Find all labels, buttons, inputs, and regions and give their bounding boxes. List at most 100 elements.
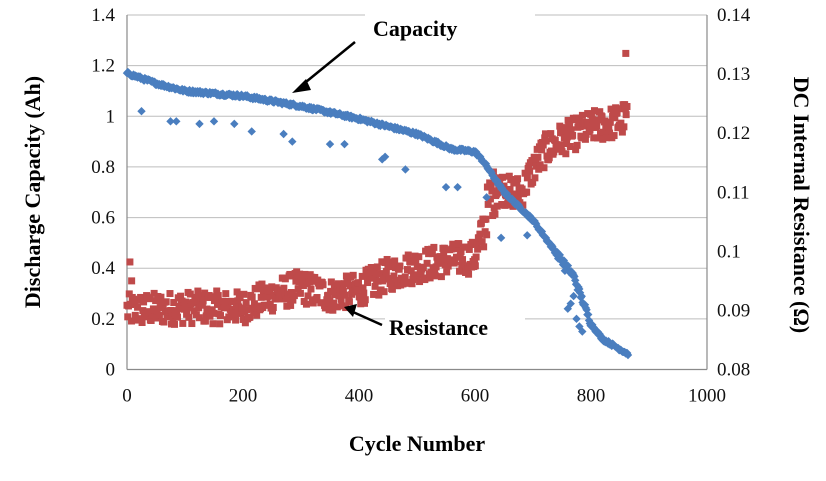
resistance-point bbox=[194, 287, 202, 295]
resistance-point bbox=[327, 287, 335, 295]
resistance-point bbox=[590, 134, 598, 142]
resistance-point bbox=[346, 282, 354, 290]
resistance-point bbox=[491, 210, 499, 218]
resistance-point bbox=[188, 320, 196, 328]
capacity-series bbox=[122, 67, 633, 360]
resistance-point bbox=[534, 153, 542, 161]
resistance-point bbox=[618, 105, 626, 113]
resistance-annotation: Resistance bbox=[344, 304, 525, 341]
resistance-point bbox=[307, 285, 315, 293]
y-left-tick-label: 0.2 bbox=[91, 309, 115, 330]
resistance-point bbox=[324, 291, 332, 299]
capacity-point bbox=[575, 284, 584, 294]
capacity-point bbox=[166, 117, 175, 126]
resistance-point bbox=[606, 129, 614, 137]
resistance-point bbox=[468, 238, 476, 246]
resistance-point bbox=[192, 297, 200, 305]
resistance-point bbox=[484, 200, 492, 208]
resistance-point bbox=[344, 278, 352, 286]
resistance-point bbox=[286, 270, 294, 278]
capacity-arrow-shaft bbox=[300, 41, 356, 87]
resistance-point bbox=[573, 141, 581, 149]
resistance-point bbox=[162, 298, 170, 306]
resistance-point bbox=[542, 137, 550, 145]
resistance-point bbox=[449, 240, 457, 248]
resistance-point bbox=[477, 219, 485, 227]
resistance-point bbox=[147, 316, 155, 324]
resistance-point bbox=[401, 273, 409, 281]
resistance-point bbox=[283, 302, 291, 310]
resistance-point bbox=[157, 293, 165, 301]
resistance-point bbox=[504, 199, 512, 207]
resistance-point bbox=[301, 270, 309, 278]
resistance-point bbox=[598, 113, 606, 121]
resistance-point bbox=[620, 123, 628, 131]
resistance-point bbox=[482, 215, 490, 223]
resistance-point bbox=[538, 146, 546, 154]
capacity-label: Capacity bbox=[373, 16, 457, 41]
resistance-point bbox=[208, 306, 216, 314]
x-axis-title: Cycle Number bbox=[349, 431, 485, 456]
resistance-point bbox=[193, 294, 201, 302]
resistance-point bbox=[396, 262, 404, 270]
y-right-tick-label: 0.09 bbox=[717, 300, 750, 321]
resistance-point bbox=[297, 273, 305, 281]
resistance-point bbox=[519, 201, 527, 209]
capacity-point bbox=[453, 182, 462, 192]
resistance-point bbox=[448, 245, 456, 253]
resistance-point bbox=[600, 128, 608, 136]
resistance-point bbox=[494, 189, 502, 197]
capacity-point bbox=[401, 165, 410, 174]
capacity-point bbox=[623, 350, 633, 360]
resistance-point bbox=[486, 195, 494, 203]
resistance-point bbox=[459, 256, 467, 264]
resistance-point bbox=[190, 307, 198, 315]
resistance-point bbox=[623, 103, 631, 111]
capacity-point bbox=[577, 292, 586, 301]
resistance-point bbox=[493, 202, 501, 210]
capacity-point bbox=[569, 291, 578, 301]
resistance-point bbox=[333, 303, 341, 311]
resistance-point bbox=[566, 142, 574, 150]
y-right-tick-label: 0.13 bbox=[717, 64, 750, 85]
y-right-tick-label: 0.08 bbox=[717, 360, 750, 381]
resistance-point bbox=[488, 187, 496, 195]
resistance-point bbox=[535, 165, 543, 173]
resistance-point bbox=[551, 136, 559, 144]
resistance-point bbox=[374, 277, 382, 285]
resistance-label: Resistance bbox=[389, 315, 488, 340]
resistance-point bbox=[451, 258, 459, 266]
resistance-series bbox=[123, 49, 631, 328]
resistance-point bbox=[404, 251, 412, 259]
resistance-point bbox=[427, 268, 435, 276]
resistance-point bbox=[575, 119, 583, 127]
resistance-point bbox=[304, 292, 312, 300]
resistance-point bbox=[353, 286, 361, 294]
resistance-point bbox=[174, 313, 182, 321]
resistance-point bbox=[357, 296, 365, 304]
resistance-point bbox=[506, 185, 514, 193]
y-left-tick-label: 0.8 bbox=[91, 157, 115, 178]
resistance-point bbox=[258, 280, 266, 288]
resistance-label-background bbox=[385, 313, 525, 341]
resistance-point bbox=[342, 272, 350, 280]
resistance-point bbox=[246, 313, 254, 321]
resistance-point bbox=[618, 128, 626, 136]
resistance-point bbox=[593, 122, 601, 130]
resistance-point bbox=[289, 296, 297, 304]
resistance-point bbox=[391, 257, 399, 265]
resistance-point bbox=[566, 121, 574, 129]
resistance-point bbox=[216, 320, 224, 328]
resistance-point bbox=[354, 279, 362, 287]
resistance-point bbox=[330, 281, 338, 289]
resistance-point bbox=[358, 272, 366, 280]
resistance-point bbox=[209, 320, 217, 328]
resistance-point bbox=[419, 263, 427, 271]
capacity-point bbox=[325, 139, 335, 149]
resistance-point bbox=[233, 288, 241, 296]
resistance-point bbox=[367, 269, 375, 277]
tick-labels: 0 0.2 0.4 0.6 0.8 1 1.2 1.4 0.08 0.09 0.1 0.11 0.12 0… bbox=[91, 5, 751, 407]
resistance-point bbox=[268, 283, 276, 291]
resistance-point bbox=[464, 265, 472, 273]
resistance-point bbox=[232, 316, 240, 324]
